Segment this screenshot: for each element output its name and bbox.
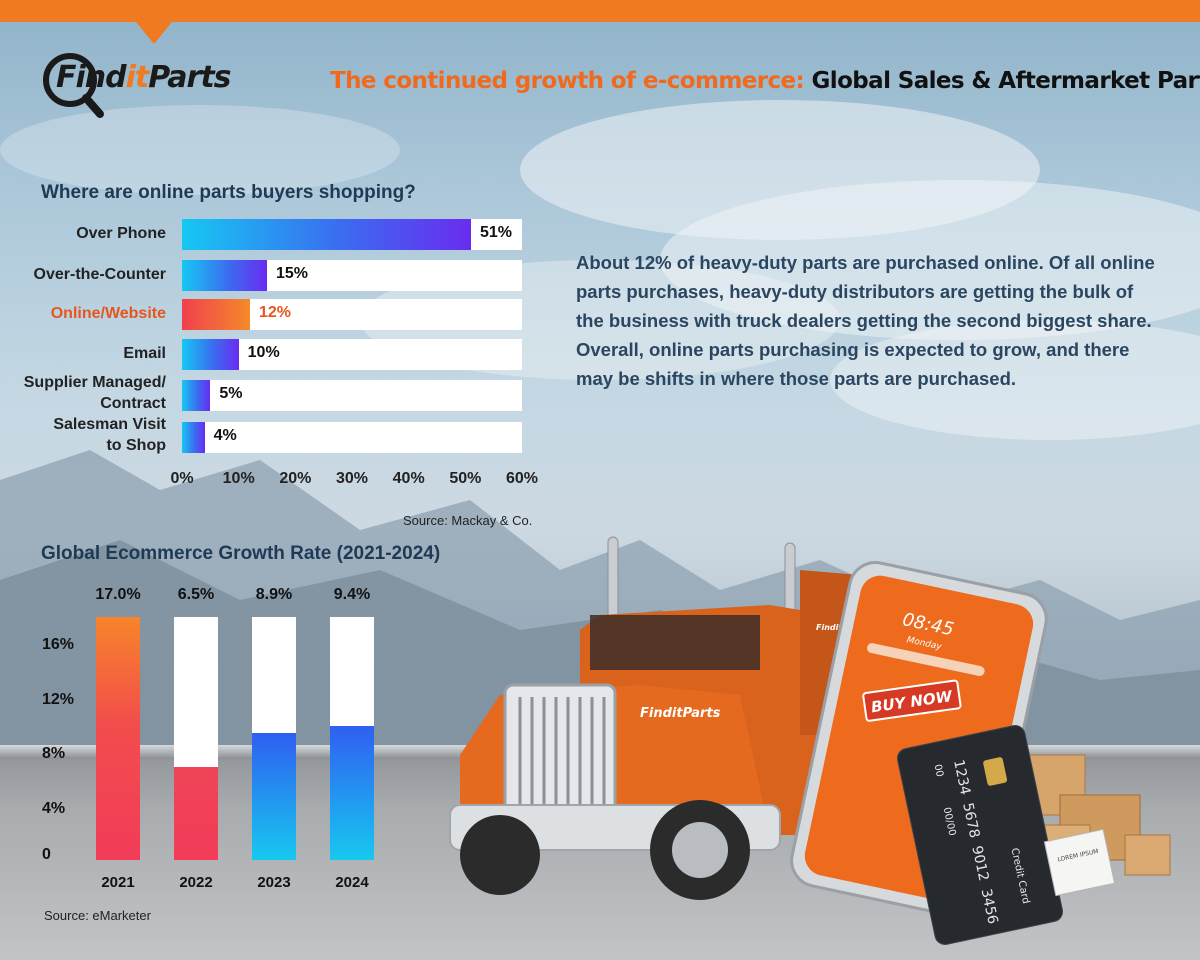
- y-tick-label: 4%: [42, 800, 66, 817]
- x-tick-label: 30%: [335, 470, 369, 487]
- y-tick-label: 16%: [42, 636, 75, 653]
- bar-category-label: Online/Website: [4, 303, 166, 324]
- title-main: Global Sales & Aftermarket Parts: [804, 68, 1200, 94]
- bar-value-label: 51%: [480, 224, 513, 241]
- column-category-label: 2022: [179, 874, 213, 891]
- receipt: LOREM IPSUM: [1043, 828, 1116, 897]
- x-tick-label: 10%: [222, 470, 255, 487]
- x-tick-label: 20%: [279, 470, 312, 487]
- bar-value-label: 4%: [213, 427, 237, 444]
- bar-track: 51%: [182, 219, 522, 250]
- bar-category-label: Supplier Managed/Contract: [4, 372, 166, 414]
- y-tick-label: 12%: [42, 691, 75, 708]
- x-tick-label: 40%: [392, 470, 425, 487]
- bar: [182, 380, 211, 411]
- bar-track: 15%: [182, 260, 522, 291]
- bar: [182, 260, 267, 291]
- column-value-label: 6.5%: [177, 586, 215, 603]
- bar-value-label: 12%: [259, 304, 292, 321]
- column-value-label: 17.0%: [95, 586, 141, 603]
- x-tick-label: 60%: [505, 470, 539, 487]
- bar-category-label-line: Email: [123, 345, 166, 362]
- bar-category-label-line: Over Phone: [76, 225, 166, 242]
- column-track: [252, 617, 296, 860]
- truck-phone-illustration: FinditParts FinditParts 08:45 Monday BUY…: [449, 536, 1171, 945]
- vbar-chart-title: Global Ecommerce Growth Rate (2021-2024): [41, 543, 441, 564]
- magnifier-icon: [43, 53, 104, 118]
- column-track: [330, 617, 374, 860]
- x-tick-label: 0%: [170, 470, 194, 487]
- column-category-label: 2024: [335, 874, 369, 891]
- bar-category-label-line: Supplier Managed/: [23, 374, 166, 391]
- orange-truck: FinditParts FinditParts: [449, 536, 866, 900]
- bar-category-label: Over Phone: [4, 223, 166, 244]
- bar-category-label-line: Over-the-Counter: [33, 266, 166, 283]
- vbar-source: Source: eMarketer: [44, 908, 151, 923]
- y-tick-label: 0: [42, 846, 51, 863]
- svg-text:FinditParts: FinditParts: [640, 706, 721, 721]
- column-track: [174, 617, 218, 860]
- bar-track: 5%: [182, 380, 522, 411]
- bar-track: 12%: [182, 299, 522, 330]
- bar-category-label: Over-the-Counter: [4, 264, 166, 285]
- svg-text:1234: 1234: [950, 758, 973, 796]
- hbar-chart-title: Where are online parts buyers shopping?: [41, 182, 416, 203]
- bar-category-label: Email: [4, 343, 166, 364]
- column-value-label: 8.9%: [255, 586, 293, 603]
- svg-text:5678: 5678: [959, 801, 982, 839]
- bar: [182, 339, 239, 370]
- svg-text:9012: 9012: [968, 844, 991, 882]
- bar-track: 4%: [182, 422, 522, 453]
- column: [252, 732, 296, 860]
- x-tick-label: 50%: [449, 470, 482, 487]
- bar-category-label: Salesman Visit to Shop: [4, 414, 166, 456]
- hbar-source: Source: Mackay & Co.: [403, 513, 533, 528]
- svg-text:3456: 3456: [978, 887, 1001, 925]
- bar-category-label-line: to Shop: [106, 437, 166, 454]
- bar: [182, 219, 471, 250]
- top-accent-notch: [136, 22, 172, 44]
- title-highlight: The continued growth of e-commerce:: [330, 68, 805, 94]
- column-value-label: 9.4%: [333, 586, 371, 603]
- bar-value-label: 5%: [219, 385, 243, 402]
- svg-text:00: 00: [932, 763, 945, 778]
- column-category-label: 2023: [257, 874, 291, 891]
- logo-wordmark: FinditParts: [56, 60, 232, 95]
- bar: [182, 299, 250, 330]
- bar-value-label: 15%: [276, 265, 309, 282]
- bar-category-label-line: Salesman Visit: [53, 416, 166, 433]
- column-track: [96, 617, 140, 860]
- bar: [182, 422, 205, 453]
- column: [96, 617, 140, 860]
- column-category-label: 2021: [101, 874, 135, 891]
- bar-track: 10%: [182, 339, 522, 370]
- bar-value-label: 10%: [247, 344, 280, 361]
- credit-card: Credit Card 1234 5678 9012 3456 00 00/00: [896, 725, 1064, 945]
- findit-parts-logo[interactable]: FinditParts: [42, 52, 272, 122]
- top-accent-bar: [0, 0, 1200, 22]
- bar-category-label-line: Contract: [100, 395, 166, 412]
- page-title: The continued growth of e-commerce: Glob…: [330, 68, 1200, 94]
- column: [174, 767, 218, 860]
- column: [330, 725, 374, 860]
- summary-paragraph: About 12% of heavy-duty parts are purcha…: [576, 252, 1155, 389]
- bar-category-label-line: Online/Website: [50, 305, 166, 322]
- y-tick-label: 8%: [42, 745, 66, 762]
